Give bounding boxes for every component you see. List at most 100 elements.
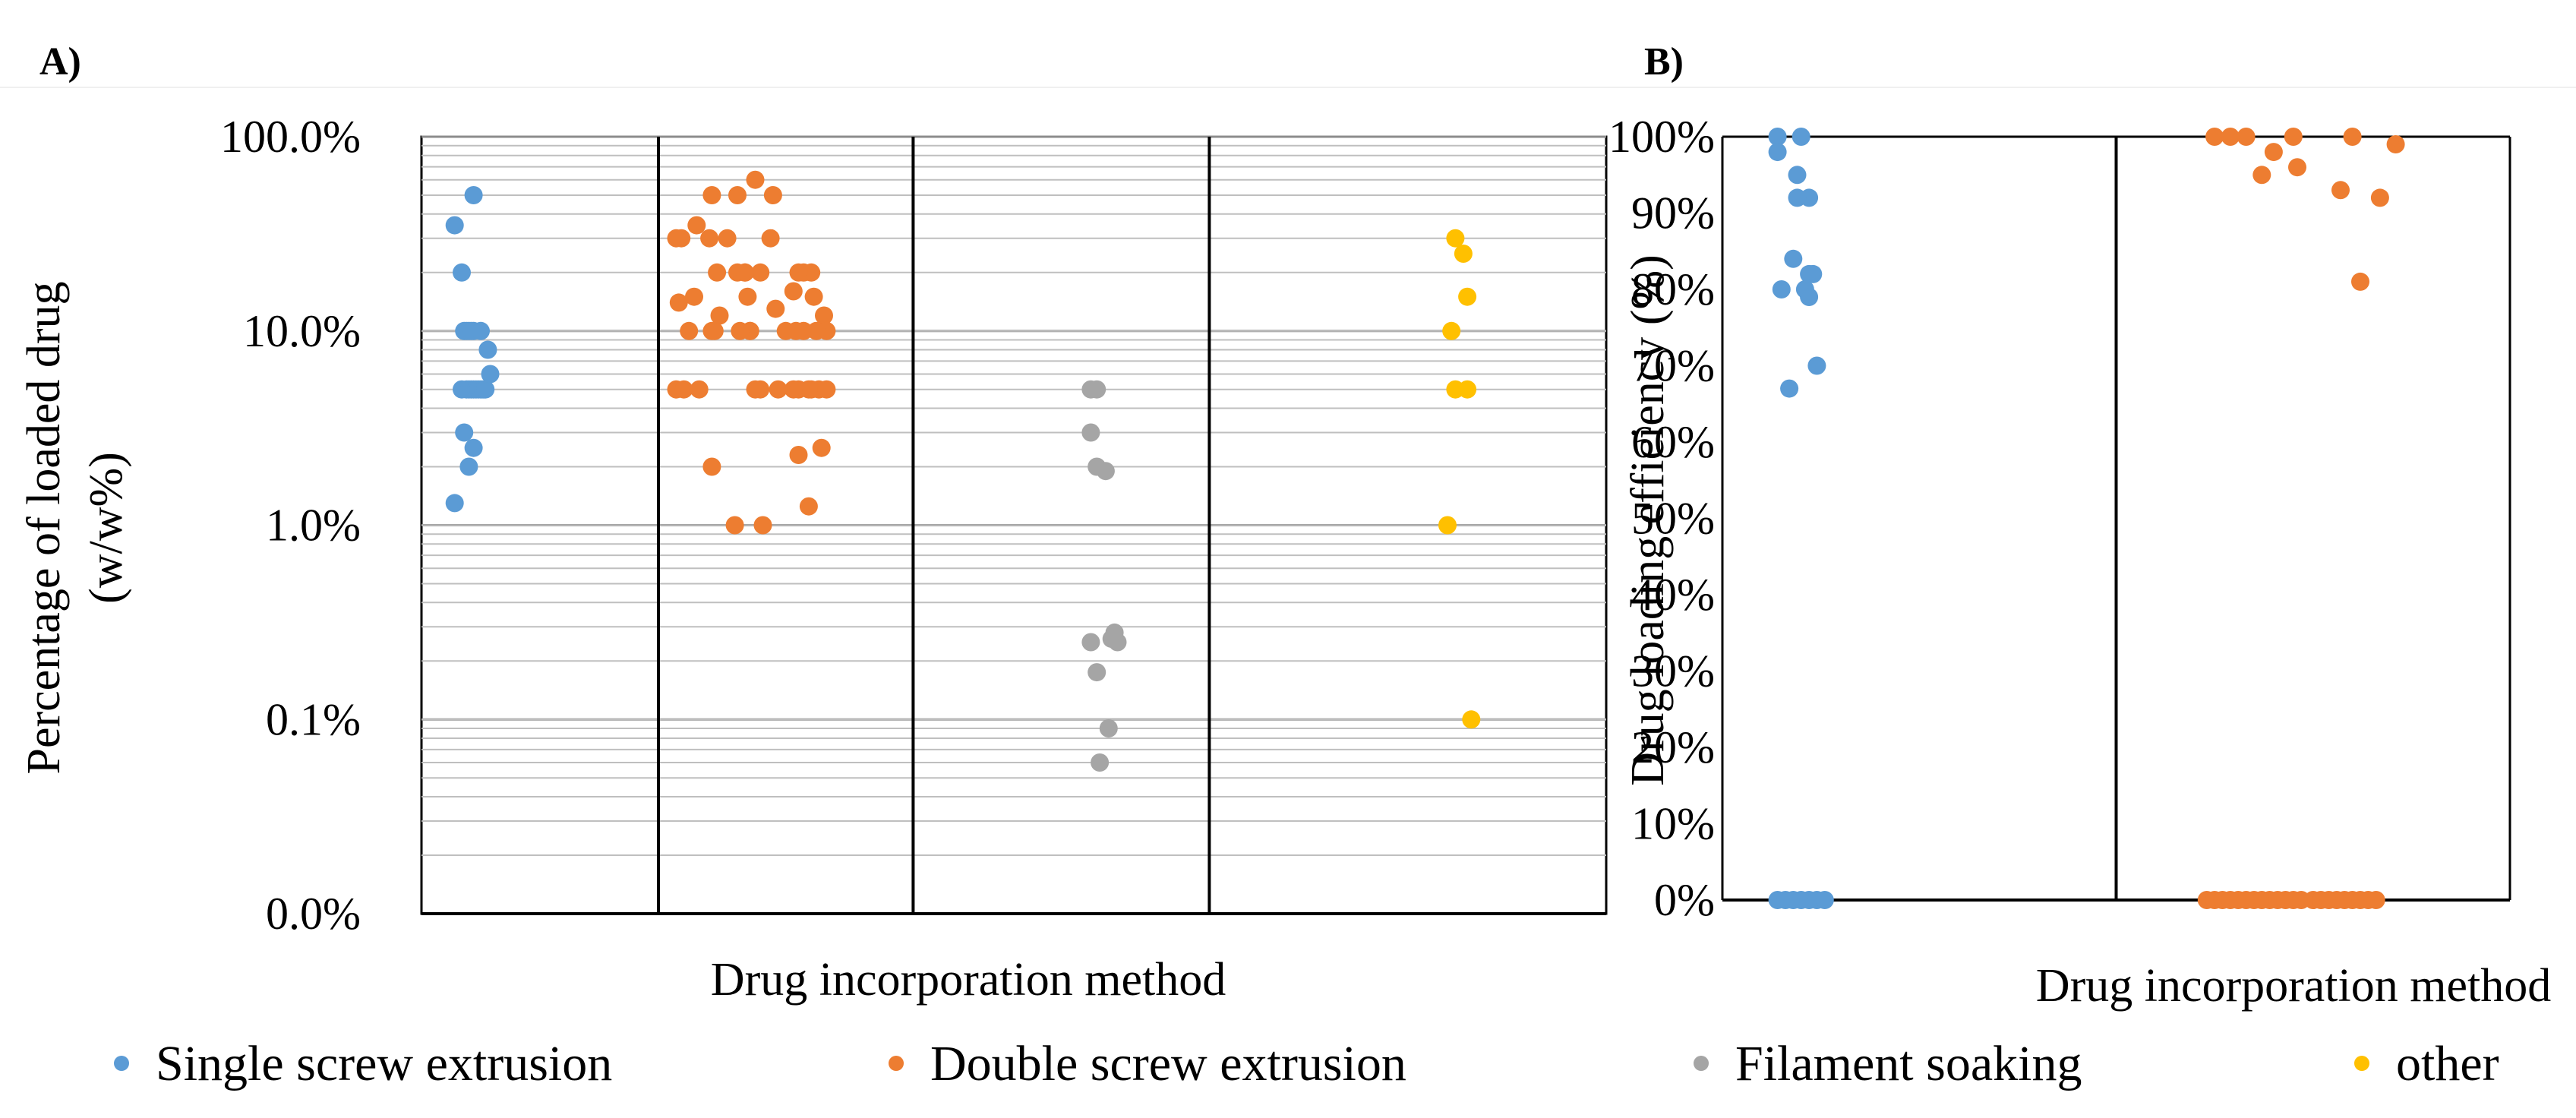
panel-a-data-point [718,229,737,248]
panel-b-x-axis-title: Drug incorporation method [2036,960,2551,1012]
panel-a-data-point [1088,663,1106,682]
panel-a-data-point [751,263,770,282]
panel-a-y-tick-label: 1.0% [266,501,361,551]
legend-marker [114,1056,129,1071]
panel-a-data-point [476,380,495,399]
panel-a-data-point [799,497,818,516]
panel-a-data-point [761,229,780,248]
panel-b-y-tick-label: 30% [1631,646,1715,696]
legend-label: Filament soaking [1735,1036,2082,1091]
panel-b-y-tick-label: 80% [1631,264,1715,314]
panel-b-data-point [2351,272,2369,291]
panel-a-data-point [685,287,703,306]
panel-b-data-point [2284,128,2303,146]
panel-a-y-tick-label: 10.0% [243,306,361,356]
panel-a-tick-labels: 0.0% 0.1% 1.0% 10.0% 100.0% [220,112,361,939]
panel-b-y-tick-label: 100% [1608,112,1715,162]
panel-a-data-point [710,306,729,325]
panel-a-data-point [690,380,709,399]
panel-a-label: A) [39,40,81,84]
panel-a-data-point [674,380,693,399]
panel-a-data-point [763,186,782,204]
legend-label: Single screw extrusion [156,1036,612,1091]
panel-b-data-point [1768,128,1787,146]
panel-a-y-axis-title-line1: Percentage of loaded drug [18,281,70,774]
panel-b-chart: 0% 10% 20% 30% 40% 50% 60% 70% 80% 90% 100% [1608,112,2511,925]
panel-a-data-point [738,287,757,306]
panel-b-y-tick-label: 20% [1631,722,1715,772]
panel-a-data-point [702,321,721,340]
panel-a-data-point [464,186,483,204]
panel-b-data-point [1807,356,1826,375]
panel-a-data-point [789,446,808,464]
panel-b-data-point [2205,128,2224,146]
panel-b-data-point [2264,143,2283,162]
legend-label: Double screw extrusion [930,1036,1406,1091]
panel-b-data-point [2221,128,2240,146]
panel-a-data-point [1462,710,1481,729]
panel-a-data-point [815,306,833,325]
panel-a-data-point [1442,321,1461,340]
panel-b-data-point [2366,891,2385,909]
panel-a-data-point [1081,633,1100,652]
panel-a-data-point [766,299,785,318]
panel-a-data-point [787,321,806,340]
panel-b-data-point [2370,188,2389,207]
panel-a-y-axis-title-line2: (w/w%) [80,452,132,604]
panel-a-data-point [807,321,826,340]
panel-b-y-tick-label: 90% [1631,188,1715,238]
panel-b-y-tick-label: 10% [1631,799,1715,849]
panel-a-data-point [1091,753,1110,772]
panel-a-data-point [817,380,836,399]
panel-b-data-point [2331,181,2350,200]
panel-a-data-point [481,365,500,384]
panel-a-y-tick-label: 0.1% [266,694,361,744]
panel-a-data-point [1088,380,1106,399]
panel-b-y-tick-label: 40% [1631,570,1715,620]
panel-a-data-point [459,457,478,476]
panel-b-data-point [1804,264,1823,283]
panel-a-y-tick-label: 100.0% [220,112,361,162]
panel-b-y-tick-label: 60% [1631,417,1715,467]
panel-a-points [445,170,1481,772]
panel-a-data-point [453,263,471,282]
panel-a-data-point [478,340,497,359]
panel-a-data-point [669,293,688,312]
panel-a-data-point [789,263,808,282]
panel-a-category-dividers [421,137,1606,915]
legend: Single screw extrusion Double screw extru… [114,1036,2499,1091]
panel-b-data-point [1772,280,1791,298]
panel-a-data-point [1102,630,1121,649]
panel-a-data-point [445,216,464,235]
panel-a-data-point [1096,462,1115,481]
panel-b-data-point [1788,166,1807,185]
panel-b-y-tick-label: 70% [1631,341,1715,391]
panel-a-data-point [753,516,772,535]
panel-b-y-axis-title: Drug loading efficiency (%) [1622,254,1674,786]
panel-a-data-point [1454,245,1473,263]
panel-a-data-point [700,229,719,248]
panel-a-x-axis-title: Drug incorporation method [711,954,1226,1006]
panel-a-data-point [725,516,744,535]
panel-b-data-point [2237,128,2256,146]
panel-a-data-point [746,170,765,189]
panel-b-data-point [1800,288,1819,306]
panel-a-data-point [445,494,464,513]
panel-b-points [1768,128,2405,909]
legend-marker [889,1056,904,1071]
panel-a-chart: 0.0% 0.1% 1.0% 10.0% 100.0% [220,112,1608,939]
panel-a-data-point [784,282,803,301]
panel-b-data-point [1815,891,1834,909]
panel-a-gridlines [420,135,1608,915]
panel-b-data-point [1780,379,1799,398]
panel-a-data-point [1099,719,1118,737]
panel-a-data-point [1081,423,1100,442]
legend-label: other [2396,1036,2499,1091]
panel-b-label: B) [1644,40,1684,84]
panel-a-data-point [731,321,750,340]
panel-a-data-point [746,380,765,399]
panel-a-data-point [455,423,474,442]
panel-a-data-point [687,216,706,235]
panel-a-data-point [1458,287,1477,306]
